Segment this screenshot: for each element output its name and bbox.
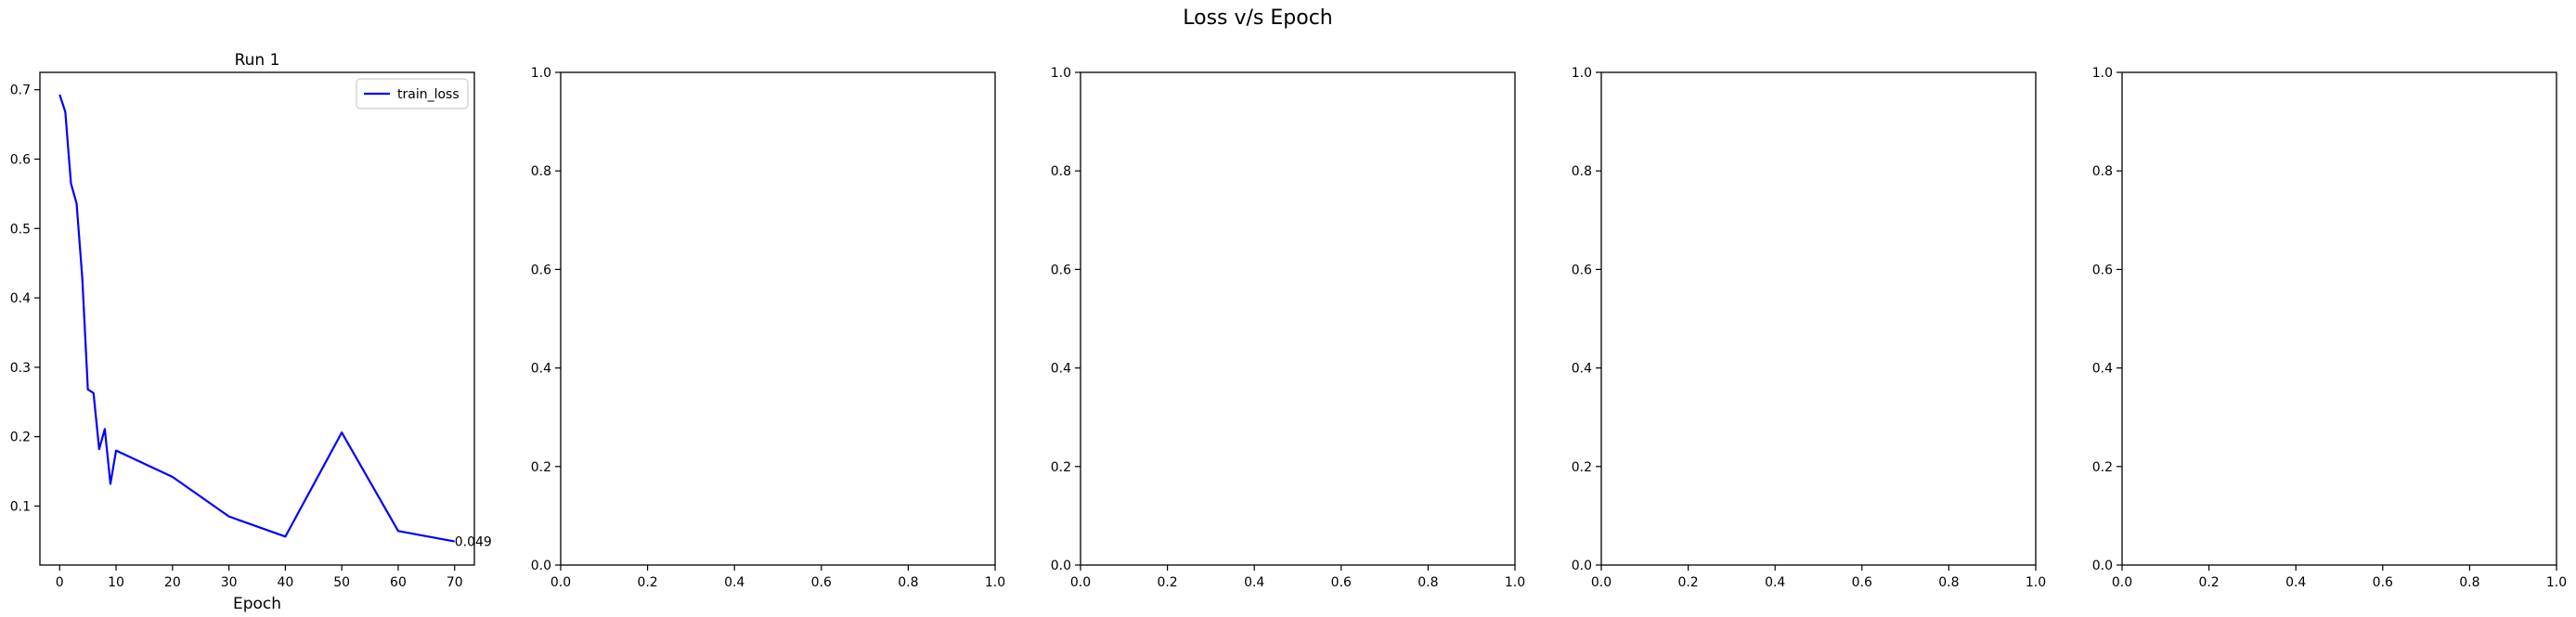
axes-frame — [1080, 71, 1516, 566]
x-tick-label: 30 — [221, 575, 238, 590]
x-tick-label: 0.0 — [550, 575, 571, 590]
y-tick-label: 0.0 — [2092, 559, 2113, 573]
x-tick-label: 60 — [390, 575, 407, 590]
y-tick-label: 0.5 — [10, 222, 31, 237]
axes-frame — [560, 71, 996, 566]
data-label: 0.049 — [455, 535, 492, 550]
x-tick-label: 1.0 — [2546, 575, 2567, 590]
y-tick-label: 0.6 — [1572, 263, 1592, 277]
figure-title: Loss v/s Epoch — [1183, 6, 1333, 30]
axes-5: 0.0 0.2 0.4 0.6 0.8 1.0 0.0 0.2 0.4 0.6 0.8 1.0 — [2092, 66, 2567, 590]
x-tick-label: 0.8 — [2459, 575, 2479, 590]
x-tick-label: 0.2 — [1157, 575, 1177, 590]
y-tick-label: 0.8 — [1051, 164, 1071, 179]
y-tick-label: 0.2 — [1572, 460, 1592, 475]
y-tick-label: 0.8 — [2092, 164, 2113, 179]
x-tick-label: 0.0 — [1070, 575, 1091, 590]
axes-3: 0.0 0.2 0.4 0.6 0.8 1.0 0.0 0.2 0.4 0.6 0.8 1.0 — [1051, 66, 1525, 590]
x-tick-label: 0.4 — [2285, 575, 2306, 590]
x-tick-label: 0.8 — [1417, 575, 1438, 590]
y-tick-label: 0.0 — [1051, 559, 1071, 573]
y-tick-label: 0.2 — [531, 460, 551, 475]
x-tick-label: 0.4 — [1244, 575, 1264, 590]
x-tick-label: 1.0 — [2026, 575, 2046, 590]
x-tick-label: 0.0 — [1591, 575, 1612, 590]
y-tick-label: 0.6 — [531, 263, 551, 277]
axes-2: 0.0 0.2 0.4 0.6 0.8 1.0 0.0 0.2 0.4 0.6 0.8 1.0 — [531, 66, 1005, 590]
legend-box — [356, 78, 469, 109]
x-tick-label: 1.0 — [1505, 575, 1525, 590]
x-tick-label: 0 — [56, 575, 64, 590]
y-tick-label: 0.2 — [1051, 460, 1071, 475]
y-tick-label: 0.4 — [1051, 362, 1071, 377]
x-tick-label: 0.0 — [2112, 575, 2132, 590]
legend: train_loss — [356, 78, 469, 109]
legend-label: train_loss — [397, 87, 460, 102]
x-tick-label: 0.2 — [1677, 575, 1698, 590]
x-tick-label: 0.6 — [2373, 575, 2393, 590]
x-tick-label: 1.0 — [985, 575, 1005, 590]
x-tick-label: 0.4 — [724, 575, 744, 590]
axes-frame — [39, 71, 475, 566]
y-tick-label: 0.8 — [1572, 164, 1592, 179]
series-line-train_loss — [58, 94, 455, 543]
x-tick-label: 0.4 — [1765, 575, 1785, 590]
x-tick-label: 10 — [108, 575, 124, 590]
axes-frame — [2121, 71, 2557, 566]
y-tick-label: 0.2 — [10, 431, 31, 445]
y-tick-label: 1.0 — [1572, 66, 1592, 81]
y-tick-label: 0.0 — [1572, 559, 1592, 573]
axes-title: Run 1 — [235, 51, 280, 70]
axes-frame — [1600, 71, 2037, 566]
y-tick-label: 0.2 — [2092, 460, 2113, 475]
y-tick-label: 0.4 — [2092, 362, 2113, 377]
y-tick-label: 1.0 — [1051, 66, 1071, 81]
y-tick-label: 1.0 — [531, 66, 551, 81]
x-tick-label: 0.2 — [2198, 575, 2219, 590]
x-tick-label: 50 — [333, 575, 350, 590]
y-tick-label: 1.0 — [2092, 66, 2113, 81]
y-tick-label: 0.4 — [531, 362, 551, 377]
x-tick-label: 0.8 — [898, 575, 918, 590]
y-tick-label: 0.8 — [531, 164, 551, 179]
axes-1: 0 10 20 30 40 50 60 70 0.1 0.2 0.3 0.4 0.5 0.6 0.7 Run … — [10, 51, 492, 613]
y-tick-label: 0.6 — [1051, 263, 1071, 277]
y-tick-label: 0.6 — [2092, 263, 2113, 277]
x-tick-label: 0.6 — [1852, 575, 1872, 590]
x-tick-label: 0.2 — [637, 575, 657, 590]
x-tick-label: 0.6 — [1331, 575, 1352, 590]
x-axis-label: Epoch — [233, 595, 281, 613]
x-tick-label: 20 — [164, 575, 181, 590]
y-tick-label: 0.1 — [10, 499, 31, 514]
x-tick-label: 0.8 — [1938, 575, 1959, 590]
x-tick-label: 70 — [447, 575, 463, 590]
x-tick-label: 0.6 — [811, 575, 832, 590]
y-tick-label: 0.0 — [531, 559, 551, 573]
x-tick-label: 40 — [277, 575, 293, 590]
y-tick-label: 0.3 — [10, 361, 31, 376]
y-tick-label: 0.4 — [1572, 362, 1592, 377]
axes-4: 0.0 0.2 0.4 0.6 0.8 1.0 0.0 0.2 0.4 0.6 0.8 1.0 — [1572, 66, 2046, 590]
y-tick-label: 0.7 — [10, 84, 31, 98]
y-tick-label: 0.4 — [10, 291, 31, 306]
axes-layer: 0 10 20 30 40 50 60 70 0.1 0.2 0.3 0.4 0.5 0.6 0.7 Run … — [10, 51, 2567, 613]
y-tick-label: 0.6 — [10, 152, 31, 167]
